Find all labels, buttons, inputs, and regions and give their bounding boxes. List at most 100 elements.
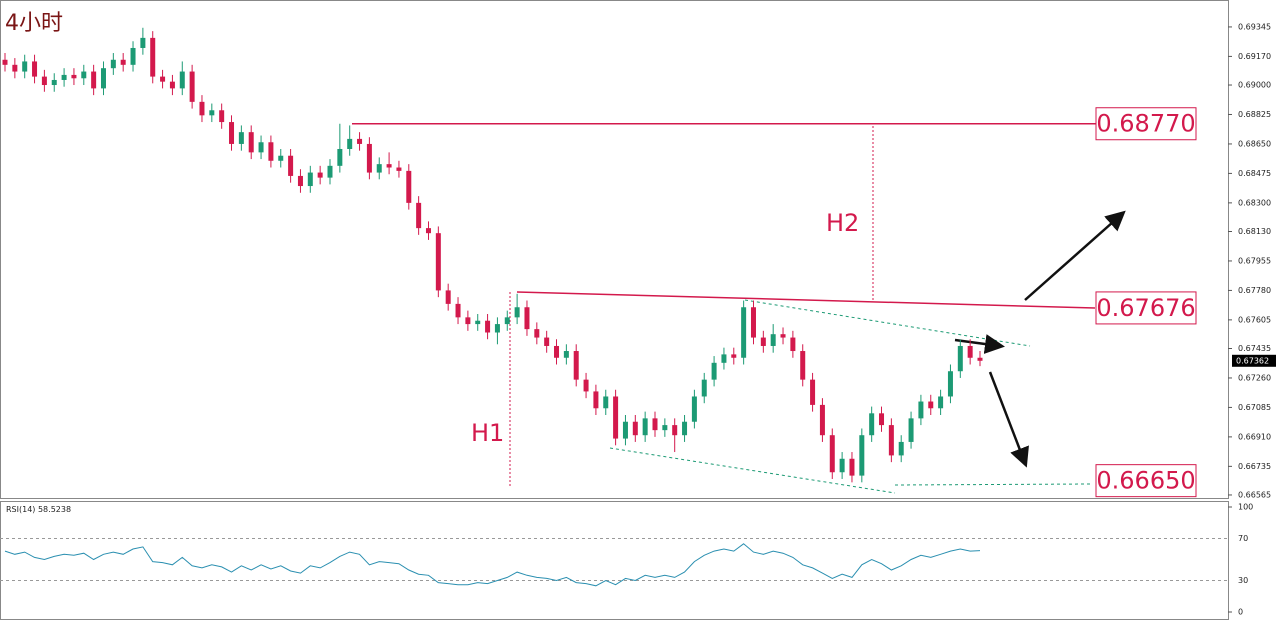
candle-body — [179, 71, 185, 89]
candle-body — [91, 71, 97, 89]
candle-body — [81, 71, 87, 79]
candle-body — [721, 354, 727, 363]
level-label: 0.67676 — [1096, 294, 1195, 322]
candle-body — [750, 307, 756, 338]
y-tick-label: 0.66565 — [1238, 490, 1271, 499]
candle-body — [32, 61, 38, 77]
candle-body — [682, 421, 688, 436]
candle-body — [150, 37, 156, 77]
candle-body — [829, 435, 835, 473]
candle-body — [307, 172, 313, 187]
candle-body — [347, 138, 353, 149]
y-tick-label: 0.67605 — [1238, 315, 1271, 324]
candle-body — [465, 317, 471, 325]
candle-body — [357, 138, 363, 144]
rsi-panel — [0, 501, 1229, 620]
rsi-last: 58.5238 — [38, 505, 71, 514]
candle-body — [406, 170, 412, 203]
neckline — [516, 291, 1096, 309]
arrow — [1024, 210, 1126, 301]
candle-body — [691, 396, 697, 422]
candle-body — [632, 421, 638, 436]
y-tick-label: 0.67435 — [1238, 344, 1271, 353]
trend-line — [894, 483, 1091, 486]
candle-body — [100, 68, 106, 89]
candle-body — [514, 307, 520, 318]
candle-body — [229, 122, 235, 144]
annotation: H2 — [826, 209, 859, 237]
candle-body — [140, 37, 146, 48]
candle-body — [61, 74, 67, 80]
candle-body — [41, 76, 47, 86]
candle-body — [199, 101, 205, 116]
candle-body — [839, 458, 845, 473]
y-tick-label: 0.69000 — [1238, 81, 1271, 90]
candle-body — [957, 345, 963, 372]
level-box — [1095, 107, 1197, 141]
candle-body — [317, 172, 323, 178]
candle-body — [898, 441, 904, 456]
annotation: H1 — [471, 419, 504, 447]
candle-body — [120, 59, 126, 65]
candle-body — [879, 413, 885, 426]
candle-body — [642, 418, 648, 436]
level-label: 0.68770 — [1096, 110, 1195, 138]
candle-body — [435, 233, 441, 291]
rsi-line — [4, 543, 981, 587]
y-tick-label: 0.66910 — [1238, 432, 1271, 441]
candle-body — [859, 435, 865, 476]
candle-body — [219, 110, 225, 123]
candle-body — [396, 167, 402, 171]
candle-body — [869, 413, 875, 436]
y-tick-label: 0.68130 — [1238, 227, 1271, 236]
candle-body — [160, 76, 166, 82]
y-tick-label: 0.67780 — [1238, 286, 1271, 295]
rsi-tick-label: 100 — [1238, 503, 1253, 512]
candle-body — [209, 110, 215, 116]
candle-body — [445, 290, 451, 304]
y-tick-label: 0.66735 — [1238, 462, 1271, 471]
candle-body — [475, 320, 481, 325]
candle-body — [888, 425, 894, 456]
rsi-name: RSI(14) — [6, 505, 35, 514]
candle-body — [613, 396, 619, 439]
candle-body — [416, 202, 422, 229]
candle-body — [741, 307, 747, 358]
candle-body — [849, 458, 855, 476]
candle-body — [238, 132, 244, 144]
candle-body — [248, 132, 254, 153]
candle-body — [337, 148, 343, 166]
candle-body — [810, 379, 816, 405]
candle-body — [947, 371, 953, 397]
candle-body — [593, 391, 599, 409]
y-tick-label: 0.69170 — [1238, 52, 1271, 61]
candle-body — [918, 401, 924, 419]
rsi-tick-label: 0 — [1238, 608, 1243, 617]
level-box — [1095, 291, 1197, 325]
candle-body — [928, 401, 934, 409]
candle-body — [268, 142, 274, 161]
candle-body — [711, 362, 717, 380]
candle-body — [780, 334, 786, 338]
candle-body — [110, 59, 116, 69]
candle-body — [189, 71, 195, 102]
trend-line — [609, 447, 896, 494]
candle-body — [22, 61, 28, 72]
candle-body — [12, 64, 18, 72]
candle-body — [800, 351, 806, 380]
candle-body — [297, 175, 303, 187]
candle-body — [288, 155, 294, 176]
candle-body — [386, 164, 392, 168]
candle-body — [603, 396, 609, 409]
candle-body — [425, 228, 431, 234]
candle-body — [967, 345, 973, 358]
candle-body — [258, 142, 264, 153]
arrow — [988, 371, 1029, 468]
y-tick-label: 0.67955 — [1238, 256, 1271, 265]
y-tick-label: 0.68475 — [1238, 169, 1271, 178]
candle-body — [583, 379, 589, 392]
candle-body — [770, 334, 776, 346]
candle-body — [672, 425, 678, 436]
candle-body — [908, 418, 914, 442]
candle-body — [51, 79, 57, 86]
